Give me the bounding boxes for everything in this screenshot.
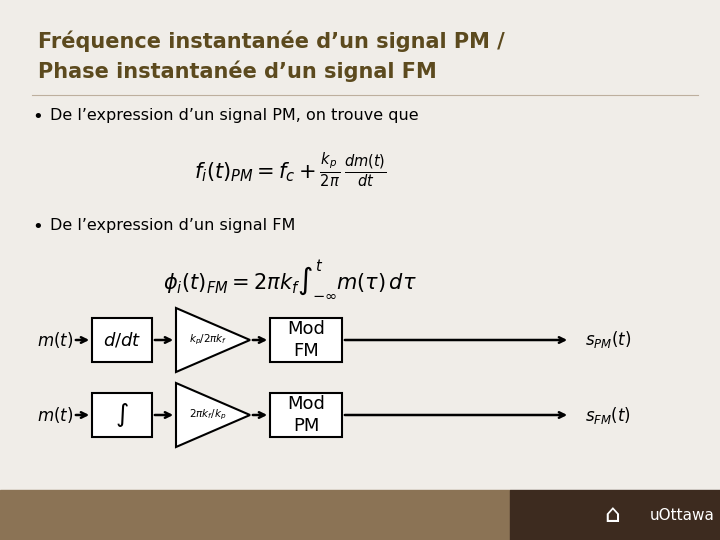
Text: $\int$: $\int$: [115, 401, 129, 429]
Polygon shape: [176, 383, 250, 447]
Text: $s_{PM}(t)$: $s_{PM}(t)$: [585, 329, 631, 350]
Text: De l’expression d’un signal FM: De l’expression d’un signal FM: [50, 218, 295, 233]
Bar: [270, 393, 342, 437]
Text: De l’expression d’un signal PM, on trouve que: De l’expression d’un signal PM, on trouv…: [50, 108, 418, 123]
Text: Phase instantanée d’un signal FM: Phase instantanée d’un signal FM: [38, 60, 437, 82]
Text: $m(t)$: $m(t)$: [37, 405, 73, 425]
Text: •: •: [32, 108, 42, 126]
Text: Fréquence instantanée d’un signal PM /: Fréquence instantanée d’un signal PM /: [38, 30, 505, 51]
Text: $2\pi k_f/k_p$: $2\pi k_f/k_p$: [189, 408, 227, 422]
Text: Mod
FM: Mod FM: [287, 320, 325, 360]
Text: $\phi_i(t)_{FM} = 2\pi k_f \int_{-\infty}^{t} m(\tau)\,d\tau$: $\phi_i(t)_{FM} = 2\pi k_f \int_{-\infty…: [163, 258, 417, 301]
Text: uOttawa: uOttawa: [650, 508, 715, 523]
Text: •: •: [32, 218, 42, 236]
Bar: [92, 393, 152, 437]
Text: $d/dt$: $d/dt$: [103, 330, 141, 349]
Text: $m(t)$: $m(t)$: [37, 330, 73, 350]
Text: $s_{FM}(t)$: $s_{FM}(t)$: [585, 404, 631, 426]
Text: Mod
PM: Mod PM: [287, 395, 325, 435]
Polygon shape: [176, 308, 250, 372]
Bar: [510, 490, 720, 540]
Text: $f_i(t)_{PM} = f_c + \frac{k_p}{2\pi}\,\frac{dm(t)}{dt}$: $f_i(t)_{PM} = f_c + \frac{k_p}{2\pi}\,\…: [194, 150, 387, 189]
Text: ⌂: ⌂: [604, 503, 620, 527]
Bar: [92, 318, 152, 362]
Bar: [270, 318, 342, 362]
Bar: [0, 490, 510, 540]
Text: $k_p/2\pi k_f$: $k_p/2\pi k_f$: [189, 333, 228, 347]
